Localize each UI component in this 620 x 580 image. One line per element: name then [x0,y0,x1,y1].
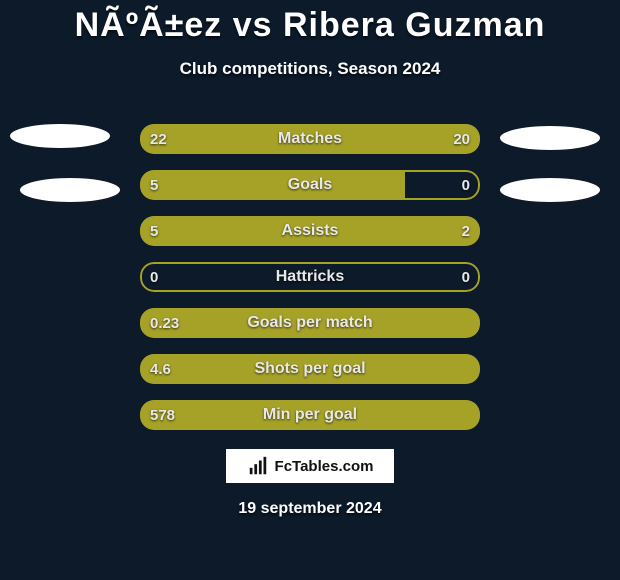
bar-value-left: 0 [150,262,158,292]
logo-text: FcTables.com [275,458,374,475]
bar-label: Assists [140,216,480,246]
stat-bar: Shots per goal4.6 [140,354,480,384]
fctables-logo[interactable]: FcTables.com [225,448,395,484]
bar-value-left: 4.6 [150,354,171,384]
stat-bar: Min per goal578 [140,400,480,430]
player-left-photo-2 [20,178,120,202]
player-right-photo-1 [500,126,600,150]
player-left-photo-1 [10,124,110,148]
bar-label: Goals [140,170,480,200]
stat-bar: Assists5 2 [140,216,480,246]
page-title: NÃºÃ±ez vs Ribera Guzman [0,0,620,45]
bar-value-left: 5 [150,216,158,246]
bar-value-left: 22 [150,124,167,154]
bar-value-right: 0 [462,170,470,200]
bar-value-right: 20 [453,124,470,154]
date-label: 19 september 2024 [0,500,620,518]
stat-bar: Matches22 20 [140,124,480,154]
bar-label: Shots per goal [140,354,480,384]
bar-label: Matches [140,124,480,154]
stat-bar: Hattricks0 0 [140,262,480,292]
player-right-photo-2 [500,178,600,202]
bar-value-right: 0 [462,262,470,292]
bar-value-left: 5 [150,170,158,200]
chart-icon [247,455,269,477]
stat-bar: Goals per match0.23 [140,308,480,338]
bar-value-left: 0.23 [150,308,179,338]
stat-bars: Matches2220Goals50Assists52Hattricks00Go… [140,124,480,446]
bar-label: Hattricks [140,262,480,292]
subtitle: Club competitions, Season 2024 [0,59,620,79]
bar-value-right: 2 [462,216,470,246]
bar-label: Goals per match [140,308,480,338]
bar-label: Min per goal [140,400,480,430]
stat-bar: Goals5 0 [140,170,480,200]
bar-value-left: 578 [150,400,175,430]
